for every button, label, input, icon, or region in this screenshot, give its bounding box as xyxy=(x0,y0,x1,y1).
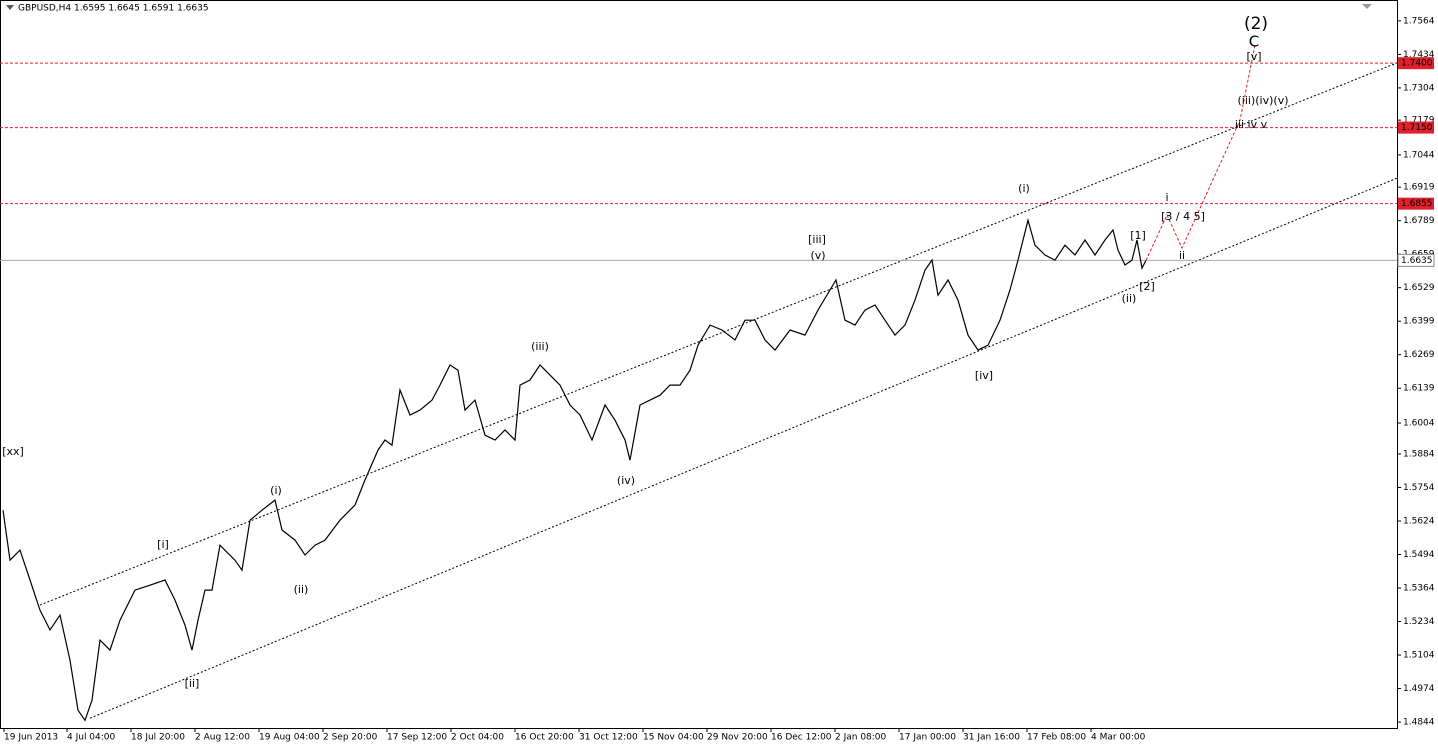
y-tick-label: 1.7564 xyxy=(1403,16,1435,26)
x-tick-label: 4 Jul 04:00 xyxy=(67,733,116,743)
y-tick-label: 1.6004 xyxy=(1403,419,1435,429)
wave-label: iii iv v xyxy=(1235,118,1268,131)
y-tick-label: 1.4974 xyxy=(1403,684,1435,694)
level-label: 1.7400 xyxy=(1401,59,1433,69)
wave-label: ii xyxy=(1179,249,1185,262)
x-tick-label: 16 Dec 12:00 xyxy=(771,733,832,743)
y-tick-label: 1.5754 xyxy=(1403,483,1435,493)
x-tick-label: 31 Oct 12:00 xyxy=(579,733,638,743)
wave-label: i xyxy=(1165,191,1168,204)
x-tick-label: 2 Aug 12:00 xyxy=(195,733,250,743)
y-tick-label: 1.5104 xyxy=(1403,651,1435,661)
wave-label: (i) xyxy=(1018,182,1030,195)
y-tick-label: 1.5494 xyxy=(1403,550,1435,560)
y-tick-label: 1.6399 xyxy=(1403,317,1435,327)
x-tick-label: 4 Mar 00:00 xyxy=(1091,733,1146,743)
y-tick-label: 1.7044 xyxy=(1403,150,1435,160)
level-label: 1.7150 xyxy=(1401,123,1433,133)
y-tick-label: 1.6789 xyxy=(1403,216,1435,226)
scroll-marker xyxy=(1362,4,1372,9)
wave-label: [xx] xyxy=(2,445,24,458)
y-tick-label: 1.5364 xyxy=(1403,584,1435,594)
wave-label: [i] xyxy=(157,538,169,551)
wave-label: [3 / 4 5] xyxy=(1161,210,1205,223)
wave-label: (iii)(iv)(v) xyxy=(1238,94,1289,107)
x-tick-label: 17 Sep 12:00 xyxy=(387,733,447,743)
wave-label: (i) xyxy=(270,484,282,497)
y-tick-label: 1.5884 xyxy=(1403,449,1435,459)
last-price-box xyxy=(1397,253,1435,267)
wave-label: (v) xyxy=(810,249,825,262)
last-price-label: 1.6635 xyxy=(1401,256,1433,266)
x-tick-label: 19 Jun 2013 xyxy=(4,733,58,743)
wave-label: [iv] xyxy=(975,369,993,382)
y-tick-label: 1.4844 xyxy=(1403,718,1435,728)
channel-line xyxy=(39,62,1398,606)
projection-line xyxy=(1145,45,1256,261)
wave-label: (ii) xyxy=(1122,292,1137,305)
x-tick-label: 2 Oct 04:00 xyxy=(451,733,504,743)
chart-title: GBPUSD,H4 1.6595 1.6645 1.6591 1.6635 xyxy=(18,4,209,14)
x-tick-label: 31 Jan 16:00 xyxy=(963,733,1020,743)
wave-label: C xyxy=(1249,33,1259,51)
y-tick-label: 1.5624 xyxy=(1403,516,1435,526)
wave-label: (iv) xyxy=(617,474,635,487)
x-tick-label: 19 Aug 04:00 xyxy=(259,733,320,743)
level-label-box xyxy=(1398,57,1434,70)
x-tick-label: 29 Nov 20:00 xyxy=(707,733,768,743)
y-tick-label: 1.6919 xyxy=(1403,183,1435,193)
y-tick-label: 1.6139 xyxy=(1403,384,1435,394)
wave-label: [v] xyxy=(1246,50,1261,63)
x-tick-label: 17 Jan 00:00 xyxy=(899,733,956,743)
x-tick-label: 18 Jul 20:00 xyxy=(131,733,185,743)
x-tick-label: 17 Feb 08:00 xyxy=(1027,733,1086,743)
y-tick-label: 1.7304 xyxy=(1403,83,1435,93)
x-tick-label: 2 Sep 20:00 xyxy=(323,733,378,743)
price-line xyxy=(2,217,1147,722)
y-tick-label: 1.6269 xyxy=(1403,350,1435,360)
level-label-box xyxy=(1398,121,1434,134)
level-label-box xyxy=(1398,197,1434,210)
wave-label: [ii] xyxy=(185,677,200,690)
y-tick-label: 1.7179 xyxy=(1403,116,1435,126)
x-tick-label: 15 Nov 04:00 xyxy=(643,733,704,743)
wave-label: (iii) xyxy=(531,340,549,353)
wave-label: [2] xyxy=(1139,280,1155,293)
wave-label: [1] xyxy=(1130,229,1146,242)
x-tick-label: 16 Oct 20:00 xyxy=(515,733,574,743)
plot-frame xyxy=(0,0,1398,729)
x-tick-label: 2 Jan 08:00 xyxy=(835,733,887,743)
y-tick-label: 1.5234 xyxy=(1403,617,1435,627)
wave-label: [iii] xyxy=(808,233,826,246)
wave-label: (ii) xyxy=(294,583,309,596)
y-tick-label: 1.7434 xyxy=(1403,50,1435,60)
title-icon xyxy=(6,5,14,10)
wave-label: (2) xyxy=(1244,14,1268,34)
level-label: 1.6855 xyxy=(1401,199,1433,209)
y-tick-label: 1.6529 xyxy=(1403,283,1435,293)
